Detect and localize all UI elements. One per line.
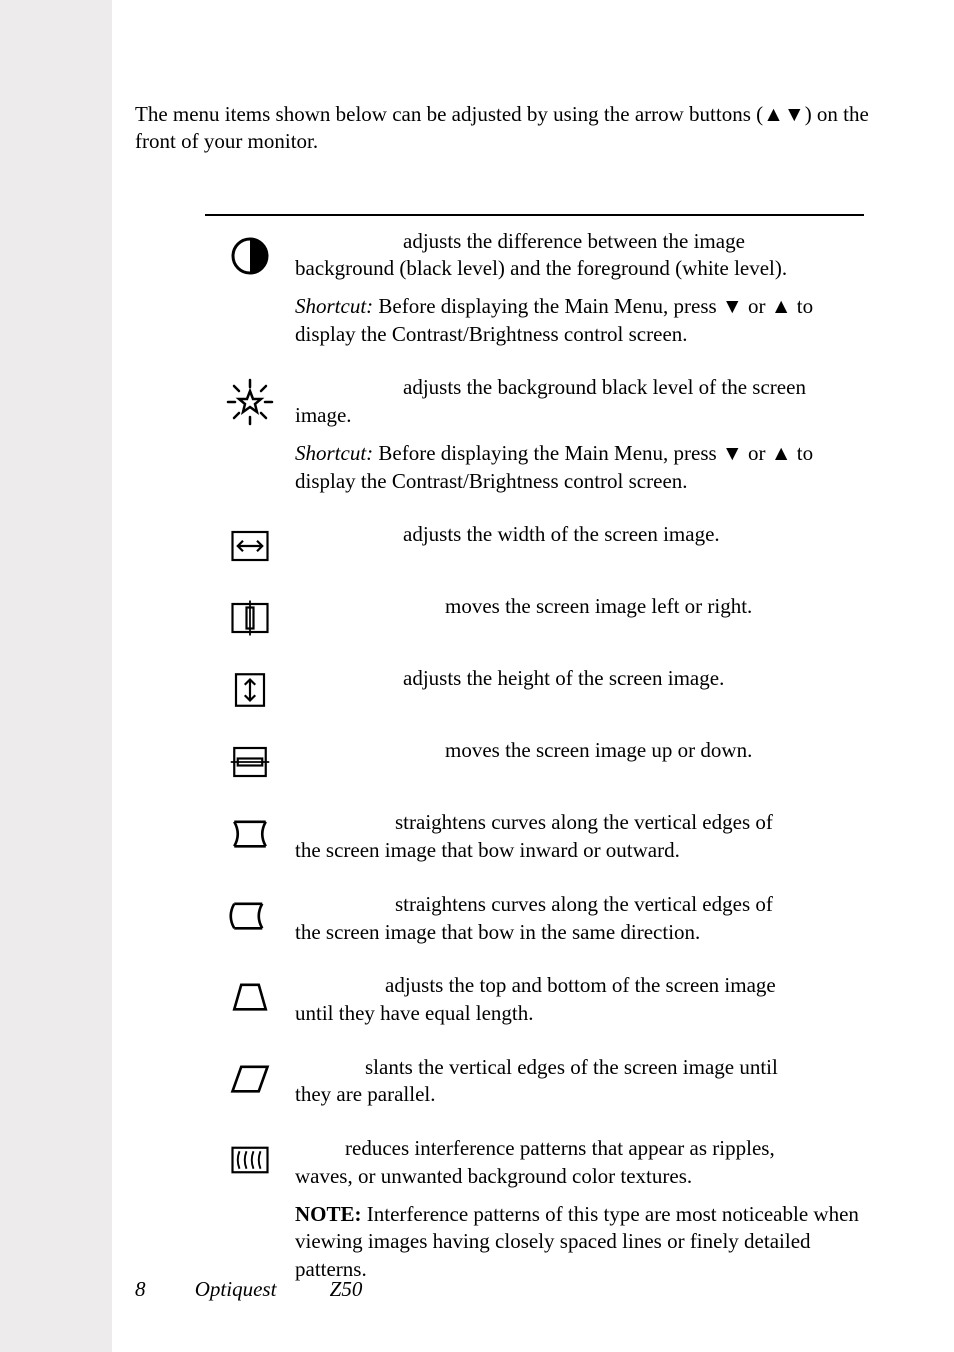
- page: The menu items shown below can be adjust…: [0, 0, 954, 1352]
- moire-note-label: NOTE:: [295, 1202, 362, 1226]
- parallel-line1: slants the vertical edges of the screen …: [295, 1054, 778, 1082]
- contrast-icon: [205, 228, 295, 280]
- brightness-line1: adjusts the background black level of th…: [295, 374, 806, 402]
- pincushion-line2: the screen image that bow inward or outw…: [295, 838, 680, 862]
- pinbalance-text: straightens curves along the vertical ed…: [295, 891, 864, 946]
- pinbalance-line1: straightens curves along the vertical ed…: [295, 891, 773, 919]
- page-footer: 8 Optiquest Z50: [135, 1277, 362, 1302]
- hsize-icon: [205, 521, 295, 567]
- left-sidebar: [0, 0, 112, 1352]
- moire-note-text: Interference patterns of this type are m…: [295, 1202, 859, 1281]
- content-area: The menu items shown below can be adjust…: [135, 80, 874, 1298]
- vsize-icon: [205, 665, 295, 711]
- pinbalance-line2: the screen image that bow in the same di…: [295, 920, 700, 944]
- contrast-shortcut-text: Before displaying the Main Menu, press ▼…: [295, 294, 813, 346]
- pincushion-text: straightens curves along the vertical ed…: [295, 809, 864, 864]
- trapezoid-line2: until they have equal length.: [295, 1001, 534, 1025]
- footer-model: Z50: [330, 1277, 363, 1301]
- row-contrast: adjusts the difference between the image…: [205, 216, 864, 363]
- moire-line1: reduces interference patterns that appea…: [295, 1135, 775, 1163]
- vsize-text: adjusts the height of the screen image.: [295, 665, 864, 693]
- trapezoid-line1: adjusts the top and bottom of the screen…: [295, 972, 776, 1000]
- hpos-icon: [205, 593, 295, 639]
- contrast-text: adjusts the difference between the image…: [295, 228, 864, 349]
- row-vsize: adjusts the height of the screen image.: [205, 653, 864, 725]
- vpos-icon: [205, 737, 295, 783]
- parallel-line2: they are parallel.: [295, 1082, 436, 1106]
- intro-text: The menu items shown below can be adjust…: [135, 101, 874, 156]
- brightness-shortcut-label: Shortcut:: [295, 441, 373, 465]
- page-number: 8: [135, 1277, 146, 1301]
- parallel-text: slants the vertical edges of the screen …: [295, 1054, 864, 1109]
- parallel-icon: [205, 1054, 295, 1100]
- footer-brand: Optiquest: [195, 1277, 277, 1301]
- brightness-text: adjusts the background black level of th…: [295, 374, 864, 495]
- row-pincushion: straightens curves along the vertical ed…: [205, 797, 864, 878]
- trapezoid-text: adjusts the top and bottom of the screen…: [295, 972, 864, 1027]
- pincushion-icon: [205, 809, 295, 855]
- contrast-line2: background (black level) and the foregro…: [295, 256, 787, 280]
- hsize-text: adjusts the width of the screen image.: [295, 521, 864, 549]
- moire-text: reduces interference patterns that appea…: [295, 1135, 864, 1284]
- brightness-line2: image.: [295, 403, 352, 427]
- row-moire: reduces interference patterns that appea…: [205, 1123, 864, 1298]
- pinbalance-icon: [205, 891, 295, 937]
- row-pinbalance: straightens curves along the vertical ed…: [205, 879, 864, 960]
- brightness-icon: [205, 374, 295, 426]
- row-hsize: adjusts the width of the screen image.: [205, 509, 864, 581]
- row-brightness: adjusts the background black level of th…: [205, 362, 864, 509]
- hpos-text: moves the screen image left or right.: [295, 593, 864, 621]
- row-vpos: moves the screen image up or down.: [205, 725, 864, 797]
- moire-line2: waves, or unwanted background color text…: [295, 1164, 692, 1188]
- pincushion-line1: straightens curves along the vertical ed…: [295, 809, 773, 837]
- row-parallel: slants the vertical edges of the screen …: [205, 1042, 864, 1123]
- brightness-shortcut-text: Before displaying the Main Menu, press ▼…: [295, 441, 813, 493]
- contrast-shortcut-label: Shortcut:: [295, 294, 373, 318]
- row-trapezoid: adjusts the top and bottom of the screen…: [205, 960, 864, 1041]
- vpos-text: moves the screen image up or down.: [295, 737, 864, 765]
- moire-icon: [205, 1135, 295, 1181]
- row-hpos: moves the screen image left or right.: [205, 581, 864, 653]
- settings-table: adjusts the difference between the image…: [205, 214, 864, 1298]
- trapezoid-icon: [205, 972, 295, 1018]
- contrast-line1: adjusts the difference between the image: [295, 228, 745, 256]
